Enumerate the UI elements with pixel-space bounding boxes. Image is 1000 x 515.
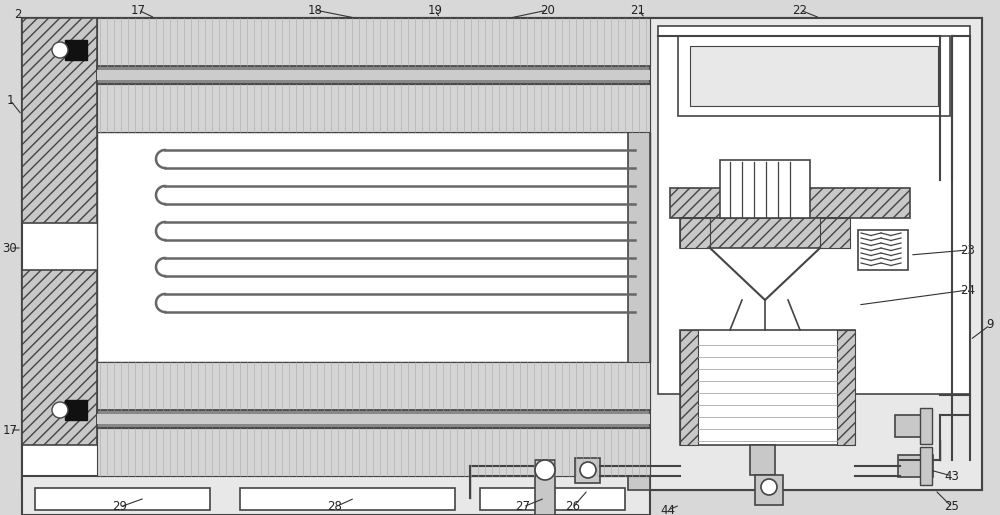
- Text: 25: 25: [945, 501, 959, 513]
- Bar: [97, 70, 650, 80]
- Text: 21: 21: [631, 4, 646, 16]
- Circle shape: [52, 402, 68, 418]
- Text: 17: 17: [130, 4, 146, 16]
- Bar: [680, 218, 850, 248]
- Text: 43: 43: [945, 470, 959, 483]
- Bar: [97, 428, 650, 476]
- Text: 9: 9: [986, 318, 994, 332]
- Bar: [680, 330, 698, 445]
- Text: 20: 20: [541, 4, 555, 16]
- Bar: [575, 458, 600, 483]
- Bar: [680, 218, 710, 248]
- Bar: [22, 18, 650, 490]
- Bar: [755, 475, 783, 505]
- Text: 28: 28: [328, 501, 342, 513]
- Text: 23: 23: [961, 244, 975, 256]
- Bar: [750, 445, 775, 475]
- Text: 1: 1: [6, 94, 14, 107]
- Bar: [658, 26, 970, 394]
- Bar: [690, 46, 938, 106]
- Bar: [920, 408, 932, 444]
- Bar: [670, 188, 910, 218]
- Text: 22: 22: [792, 4, 808, 16]
- Text: 19: 19: [428, 4, 442, 16]
- Bar: [837, 330, 855, 445]
- Text: 30: 30: [3, 242, 17, 254]
- Bar: [65, 400, 87, 420]
- Bar: [720, 160, 810, 218]
- Text: 2: 2: [14, 8, 22, 21]
- Bar: [535, 460, 555, 515]
- Bar: [678, 36, 950, 116]
- Bar: [97, 18, 650, 66]
- Text: 17: 17: [2, 423, 18, 437]
- Bar: [22, 18, 97, 223]
- Bar: [898, 455, 933, 477]
- Bar: [680, 330, 855, 445]
- Bar: [858, 230, 908, 270]
- Bar: [35, 488, 210, 510]
- Bar: [480, 488, 625, 510]
- Bar: [650, 18, 982, 490]
- Bar: [240, 488, 455, 510]
- Bar: [97, 362, 650, 410]
- Bar: [920, 447, 932, 485]
- Bar: [97, 84, 650, 132]
- Circle shape: [580, 462, 596, 478]
- Text: 24: 24: [960, 283, 976, 297]
- Bar: [65, 40, 87, 60]
- Bar: [895, 415, 925, 437]
- Circle shape: [761, 479, 777, 495]
- Text: 27: 27: [516, 501, 530, 513]
- Circle shape: [535, 460, 555, 480]
- Bar: [97, 414, 650, 424]
- Bar: [820, 218, 850, 248]
- Circle shape: [52, 42, 68, 58]
- Text: 44: 44: [660, 504, 676, 515]
- Text: 26: 26: [566, 501, 580, 513]
- Bar: [97, 66, 650, 84]
- Text: 29: 29: [112, 501, 128, 513]
- Bar: [628, 18, 650, 490]
- Text: 18: 18: [308, 4, 322, 16]
- Bar: [97, 410, 650, 428]
- Bar: [97, 132, 650, 362]
- Bar: [22, 270, 97, 445]
- Bar: [22, 476, 650, 515]
